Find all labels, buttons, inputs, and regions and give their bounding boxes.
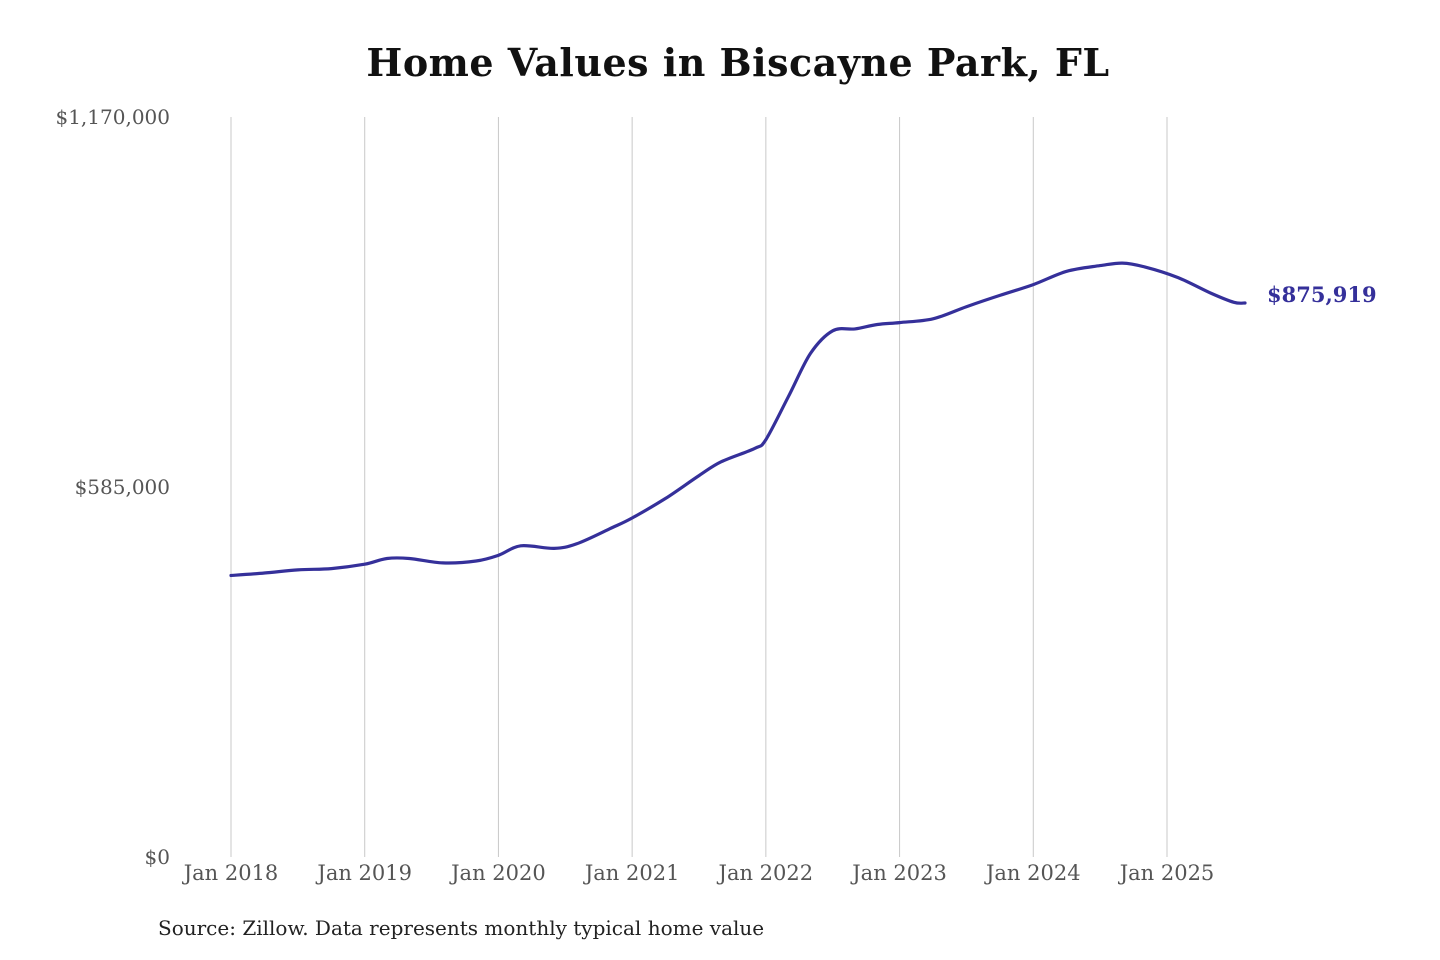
end-value-label: $875,919: [1267, 282, 1377, 307]
x-axis-ticks: Jan 2018 Jan 2019 Jan 2020 Jan 2021 Jan 2022…: [182, 861, 1215, 885]
x-tick-label: Jan 2018: [182, 861, 279, 885]
x-tick-label: Jan 2021: [583, 861, 680, 885]
x-tick-label: Jan 2022: [717, 861, 814, 885]
y-axis-ticks: $0 $585,000 $1,170,000: [55, 105, 170, 869]
series-line-0: [229, 261, 1247, 578]
y-tick-label: $1,170,000: [55, 105, 170, 129]
series-layer: [229, 261, 1247, 578]
y-tick-label: $585,000: [75, 475, 170, 499]
gridlines: [230, 117, 1168, 857]
x-tick-label: Jan 2024: [984, 861, 1081, 885]
source-note: Source: Zillow. Data represents monthly …: [158, 916, 765, 940]
y-tick-label: $0: [145, 845, 170, 869]
x-tick-label: Jan 2023: [850, 861, 947, 885]
chart-title: Home Values in Biscayne Park, FL: [366, 40, 1110, 85]
x-tick-label: Jan 2025: [1118, 861, 1215, 885]
end-label-layer: $875,919: [1267, 282, 1377, 307]
x-tick-label: Jan 2020: [449, 861, 546, 885]
x-tick-label: Jan 2019: [315, 861, 412, 885]
